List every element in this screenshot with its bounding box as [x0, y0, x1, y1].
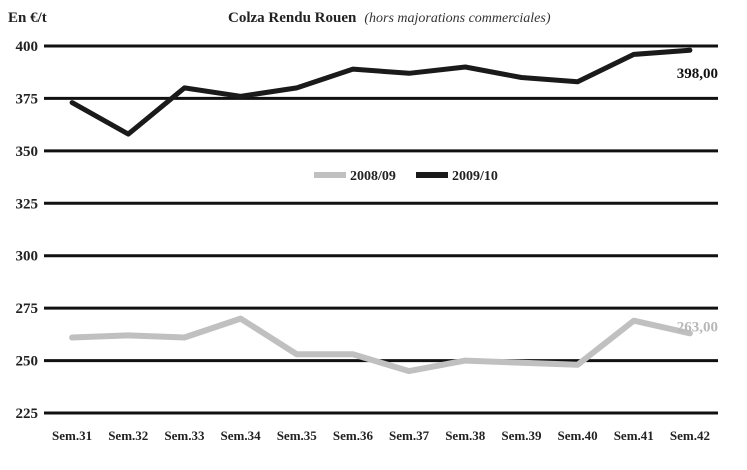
series-end-label: 263,00: [677, 319, 718, 335]
chart-title-line: Colza Rendu Rouen (hors majorations comme…: [228, 10, 551, 26]
chart-subtitle: (hors majorations commerciales): [364, 11, 550, 26]
end-labels: 263,00 398,00: [677, 66, 718, 335]
y-tick-label: 350: [16, 144, 39, 160]
x-tick-label: Sem.32: [108, 428, 148, 443]
y-tick-label: 375: [16, 91, 39, 107]
x-tick-label: Sem.31: [52, 428, 92, 443]
legend-label: 2008/09: [350, 169, 396, 184]
y-tick-label: 300: [16, 249, 39, 265]
x-tick-label: Sem.42: [670, 428, 710, 443]
x-axis-ticks: Sem.31 Sem.32 Sem.33 Sem.34 Sem.35 Sem.36 Sem.…: [52, 428, 710, 443]
y-tick-label: 275: [16, 301, 39, 317]
x-tick-label: Sem.35: [277, 428, 318, 443]
series-line-2009-10: [69, 47, 693, 137]
x-tick-label: Sem.34: [221, 428, 262, 443]
x-tick-label: Sem.41: [614, 428, 654, 443]
x-tick-label: Sem.37: [389, 428, 430, 443]
y-unit-label: En €/t: [8, 10, 47, 26]
y-axis-ticks: 400 375 350 325 300 275 250 225: [16, 39, 39, 422]
y-tick-label: 250: [16, 354, 39, 370]
y-tick-label: 325: [16, 196, 39, 212]
legend-label: 2009/10: [452, 169, 498, 184]
x-tick-label: Sem.38: [445, 428, 486, 443]
series-line-2008-09: [69, 315, 693, 375]
y-tick-label: 400: [16, 39, 39, 55]
x-tick-label: Sem.39: [501, 428, 542, 443]
legend: 2008/09 2009/10: [314, 169, 498, 184]
chart-title: Colza Rendu Rouen: [228, 10, 357, 26]
x-tick-label: Sem.33: [164, 428, 205, 443]
grid-lines: [44, 44, 718, 415]
x-tick-label: Sem.40: [558, 428, 598, 443]
y-tick-label: 225: [16, 406, 39, 422]
series-end-label: 398,00: [677, 66, 718, 82]
series-lines: [69, 47, 693, 375]
x-tick-label: Sem.36: [333, 428, 374, 443]
